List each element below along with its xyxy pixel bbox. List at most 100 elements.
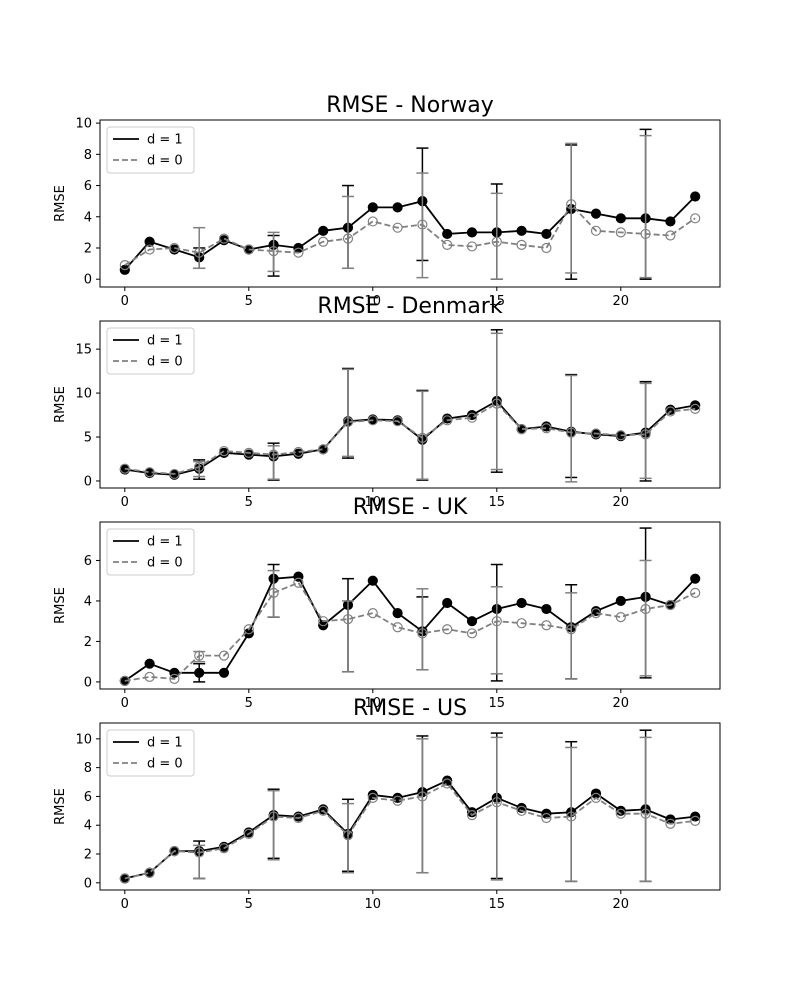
data-point xyxy=(268,811,279,822)
data-point xyxy=(615,227,626,238)
data-point xyxy=(516,805,527,816)
plot-frame xyxy=(99,521,721,690)
data-point xyxy=(466,241,478,252)
data-point xyxy=(293,577,304,588)
data-point xyxy=(615,213,626,224)
plot-frame xyxy=(99,119,721,288)
legend: d = 1 d = 0 xyxy=(106,528,195,576)
data-point xyxy=(615,595,626,607)
data-point xyxy=(516,239,527,250)
data-point xyxy=(466,412,478,423)
data-point xyxy=(541,620,552,631)
data-point xyxy=(169,468,180,480)
legend-label: d = 0 xyxy=(147,355,183,370)
data-point xyxy=(640,228,651,240)
x-tick-label: 0 xyxy=(121,495,129,510)
y-tick-label: 10 xyxy=(75,117,92,132)
data-point xyxy=(144,467,155,478)
legend-label: d = 1 xyxy=(147,535,183,550)
y-tick-label: 0 xyxy=(84,273,92,288)
legend-label: d = 1 xyxy=(147,133,183,148)
y-tick-label: 0 xyxy=(84,876,92,891)
data-point xyxy=(268,449,279,460)
series-line xyxy=(124,399,696,476)
data-point xyxy=(194,650,205,661)
x-tick-label: 0 xyxy=(121,696,129,711)
data-point xyxy=(516,424,527,435)
y-tick-label: 2 xyxy=(84,635,92,650)
y-axis-label: RMSE xyxy=(53,587,68,624)
data-point xyxy=(665,406,676,417)
data-point xyxy=(541,603,552,615)
subplot-title: RMSE - US xyxy=(353,696,467,721)
data-point xyxy=(442,415,453,426)
series-1 xyxy=(119,134,701,280)
y-tick-label: 2 xyxy=(84,241,92,256)
data-point xyxy=(491,236,502,247)
x-tick-label: 10 xyxy=(365,897,382,912)
x-tick-label: 10 xyxy=(365,696,382,711)
legend-label: d = 1 xyxy=(147,334,183,349)
x-tick-label: 5 xyxy=(245,294,253,309)
data-point xyxy=(218,843,230,854)
data-point xyxy=(491,398,502,409)
data-point xyxy=(590,208,602,219)
x-tick-label: 5 xyxy=(245,495,253,510)
x-tick-label: 20 xyxy=(613,495,630,510)
data-point xyxy=(566,427,577,438)
x-tick-label: 20 xyxy=(613,897,630,912)
x-tick-label: 5 xyxy=(245,897,253,912)
x-tick-label: 5 xyxy=(245,696,253,711)
data-point xyxy=(293,247,304,258)
data-point xyxy=(144,867,155,878)
data-point xyxy=(268,246,279,257)
data-point xyxy=(665,818,676,829)
data-point xyxy=(218,667,230,678)
y-axis-label: RMSE xyxy=(53,386,68,423)
y-tick-label: 4 xyxy=(84,819,92,834)
data-point xyxy=(590,428,602,439)
data-point xyxy=(615,612,626,623)
data-point xyxy=(541,242,552,254)
data-point xyxy=(690,403,701,414)
x-tick-label: 15 xyxy=(489,897,506,912)
y-tick-label: 8 xyxy=(84,148,92,163)
data-point xyxy=(342,233,354,244)
data-point xyxy=(466,227,478,238)
series-1 xyxy=(119,559,701,687)
plot-frame xyxy=(99,320,721,489)
series-1 xyxy=(119,736,701,884)
data-point xyxy=(541,228,552,240)
data-point xyxy=(218,650,230,661)
data-point xyxy=(392,795,403,806)
data-point xyxy=(442,775,453,786)
data-point xyxy=(342,830,354,841)
y-tick-label: 0 xyxy=(84,675,92,690)
y-tick-label: 4 xyxy=(84,210,92,225)
series-0 xyxy=(119,128,701,280)
data-point xyxy=(144,658,155,669)
data-point xyxy=(392,416,403,427)
legend-label: d = 0 xyxy=(147,556,183,571)
series-line xyxy=(124,779,696,880)
data-point xyxy=(417,628,428,639)
data-point xyxy=(218,445,230,457)
data-point xyxy=(194,667,205,678)
subplot-title: RMSE - Denmark xyxy=(317,294,502,319)
data-point xyxy=(541,423,552,434)
data-point xyxy=(615,430,626,441)
data-point xyxy=(690,587,701,598)
data-point xyxy=(590,225,602,236)
series-line xyxy=(124,195,696,271)
subplot-title: RMSE - Norway xyxy=(326,93,494,118)
data-point xyxy=(690,213,701,224)
data-point xyxy=(491,797,502,808)
y-tick-label: 10 xyxy=(75,387,92,402)
data-point xyxy=(516,225,527,236)
data-point xyxy=(318,225,329,236)
y-tick-label: 6 xyxy=(84,179,92,194)
data-point xyxy=(169,846,180,857)
data-point xyxy=(318,805,329,816)
